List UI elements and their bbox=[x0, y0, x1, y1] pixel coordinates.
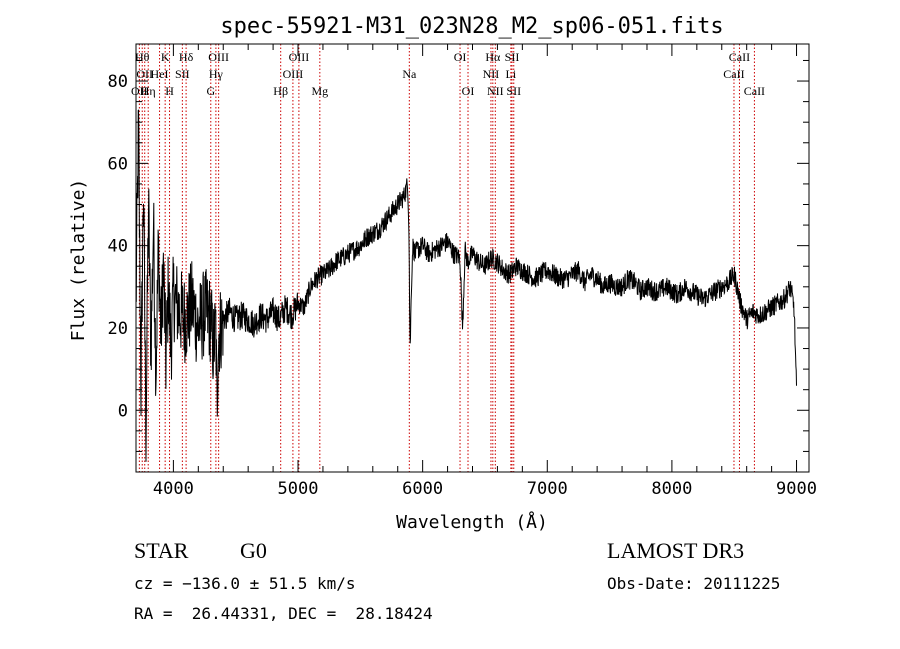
line-label-caii: CaII bbox=[723, 67, 744, 81]
spectrum-line bbox=[135, 109, 797, 462]
x-tick-label: 6000 bbox=[402, 479, 443, 499]
object-type: STAR bbox=[134, 538, 189, 563]
line-label-h: H bbox=[165, 84, 174, 98]
x-tick-label: 4000 bbox=[153, 479, 194, 499]
emission-line-labels: OIIHθOIIHηHeIKHSIIHδGHγOIIIHβOIIIOIIIMgN… bbox=[131, 50, 765, 98]
line-label-oi: OI bbox=[454, 50, 467, 64]
spectrum-chart: spec-55921-M31_023N28_M2_sp06-051.fits 4… bbox=[68, 14, 817, 533]
y-tick-label: 80 bbox=[108, 72, 128, 92]
line-label-k: K bbox=[161, 50, 170, 64]
line-label-caii: CaII bbox=[744, 84, 765, 98]
line-label-sii: SII bbox=[505, 50, 520, 64]
line-label-oi: OI bbox=[462, 84, 475, 98]
line-label-hα: Hα bbox=[485, 50, 501, 64]
y-tick-label: 0 bbox=[118, 401, 128, 421]
emission-line-markers bbox=[138, 44, 755, 472]
y-tick-label: 20 bbox=[108, 319, 128, 339]
line-label-oiii: OIII bbox=[283, 67, 304, 81]
y-tick-label: 60 bbox=[108, 154, 128, 174]
chart-title: spec-55921-M31_023N28_M2_sp06-051.fits bbox=[220, 14, 723, 39]
x-tick-label: 5000 bbox=[278, 479, 319, 499]
line-label-g: G bbox=[206, 84, 215, 98]
line-label-oii: OII bbox=[131, 84, 148, 98]
line-label-hγ: Hγ bbox=[209, 67, 224, 81]
axis-ticks bbox=[136, 44, 809, 472]
x-axis-label: Wavelength (Å) bbox=[396, 511, 548, 533]
line-label-caii: CaII bbox=[729, 50, 750, 64]
line-label-hδ: Hδ bbox=[179, 50, 194, 64]
line-label-nii: NII bbox=[483, 67, 500, 81]
line-label-oii: OII bbox=[136, 67, 153, 81]
x-tick-label: 7000 bbox=[527, 479, 568, 499]
object-subclass: G0 bbox=[240, 538, 267, 563]
line-label-sii: SII bbox=[506, 84, 521, 98]
line-label-sii: SII bbox=[175, 67, 190, 81]
line-label-hη: Hη bbox=[141, 84, 156, 98]
survey-name: LAMOST DR3 bbox=[607, 538, 745, 563]
x-tick-label: 8000 bbox=[651, 479, 692, 499]
line-label-li: Li bbox=[506, 67, 517, 81]
line-label-na: Na bbox=[402, 67, 417, 81]
x-tick-label: 9000 bbox=[776, 479, 817, 499]
line-label-nii: NII bbox=[487, 84, 504, 98]
y-tick-label: 40 bbox=[108, 237, 128, 257]
observation-date: Obs-Date: 20111225 bbox=[607, 574, 781, 593]
y-axis-label: Flux (relative) bbox=[68, 179, 89, 342]
redshift-readout: cz = −136.0 ± 51.5 km/s bbox=[134, 574, 356, 593]
line-label-mg: Mg bbox=[311, 84, 328, 98]
line-label-hβ: Hβ bbox=[273, 84, 288, 98]
line-label-oiii: OIII bbox=[289, 50, 310, 64]
line-label-hei: HeI bbox=[151, 67, 169, 81]
tick-labels: 4000 5000 6000 7000 8000 9000 0 20 40 60 80 bbox=[108, 72, 817, 499]
line-label-hθ: Hθ bbox=[135, 50, 150, 64]
line-label-oiii: OIII bbox=[208, 50, 229, 64]
coordinates-readout: RA = 26.44331, DEC = 28.18424 bbox=[134, 604, 433, 623]
